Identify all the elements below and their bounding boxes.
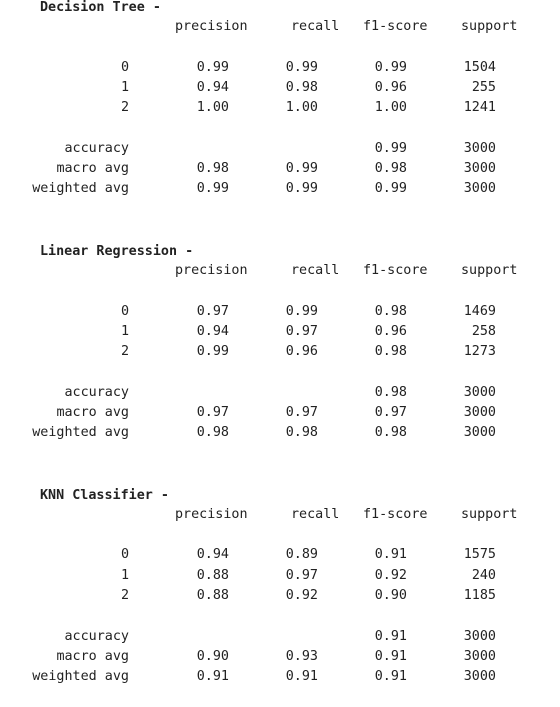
support-value: 3000 — [463, 629, 496, 644]
row-label: 1 — [120, 324, 129, 339]
support-value: 3000 — [463, 161, 496, 176]
precision-value: 0.94 — [196, 80, 229, 95]
report-title: Decision Tree - — [40, 0, 161, 15]
f1-value: 0.96 — [374, 80, 407, 95]
row-label: accuracy — [64, 629, 130, 644]
precision-value: 0.99 — [196, 344, 229, 359]
recall-value: 0.92 — [285, 588, 318, 603]
recall-value: 0.98 — [285, 80, 318, 95]
row-label: weighted avg — [32, 181, 129, 196]
recall-value: 0.99 — [285, 161, 318, 176]
precision-value: 0.90 — [196, 649, 229, 664]
f1-value: 0.98 — [374, 344, 407, 359]
support-value: 255 — [471, 80, 496, 95]
column-header-f1-score: f1-score — [363, 263, 428, 278]
recall-value: 0.99 — [285, 60, 318, 75]
f1-value: 0.99 — [374, 181, 407, 196]
precision-value: 1.00 — [196, 100, 229, 115]
precision-value: 0.94 — [196, 324, 229, 339]
f1-value: 0.99 — [374, 60, 407, 75]
support-value: 1575 — [463, 547, 496, 562]
precision-value: 0.88 — [196, 588, 229, 603]
precision-value: 0.91 — [196, 669, 229, 684]
row-label: 0 — [120, 60, 129, 75]
support-value: 3000 — [463, 669, 496, 684]
recall-value: 0.99 — [285, 304, 318, 319]
report-title: Linear Regression - — [40, 244, 194, 259]
f1-value: 0.91 — [374, 547, 407, 562]
column-header-support: support — [461, 263, 518, 278]
row-label: 0 — [120, 547, 129, 562]
precision-value: 0.94 — [196, 547, 229, 562]
support-value: 1504 — [463, 60, 496, 75]
f1-value: 0.90 — [374, 588, 407, 603]
row-label: 1 — [120, 80, 129, 95]
recall-value: 0.93 — [285, 649, 318, 664]
recall-value: 0.97 — [285, 405, 318, 420]
precision-value: 0.88 — [196, 568, 229, 583]
column-header-precision: precision — [175, 263, 248, 278]
row-label: accuracy — [64, 385, 130, 400]
recall-value: 0.89 — [285, 547, 318, 562]
support-value: 1185 — [463, 588, 496, 603]
row-label: 2 — [120, 344, 129, 359]
f1-value: 1.00 — [374, 100, 407, 115]
f1-value: 0.92 — [374, 568, 407, 583]
column-header-f1-score: f1-score — [363, 507, 428, 522]
column-header-recall: recall — [291, 19, 340, 34]
f1-value: 0.99 — [374, 141, 407, 156]
column-header-support: support — [461, 507, 518, 522]
precision-value: 0.98 — [196, 425, 229, 440]
precision-value: 0.99 — [196, 60, 229, 75]
f1-value: 0.91 — [374, 649, 407, 664]
f1-value: 0.98 — [374, 161, 407, 176]
precision-value: 0.97 — [196, 405, 229, 420]
support-value: 3000 — [463, 141, 496, 156]
row-label: accuracy — [64, 141, 130, 156]
support-value: 240 — [471, 568, 496, 583]
row-label: 1 — [120, 568, 129, 583]
recall-value: 1.00 — [285, 100, 318, 115]
column-header-precision: precision — [175, 19, 248, 34]
recall-value: 0.91 — [285, 669, 318, 684]
support-value: 1469 — [463, 304, 496, 319]
column-header-recall: recall — [291, 507, 340, 522]
f1-value: 0.98 — [374, 304, 407, 319]
recall-value: 0.97 — [285, 568, 318, 583]
support-value: 3000 — [463, 181, 496, 196]
support-value: 1241 — [463, 100, 496, 115]
recall-value: 0.96 — [285, 344, 318, 359]
support-value: 3000 — [463, 425, 496, 440]
support-value: 3000 — [463, 405, 496, 420]
column-header-recall: recall — [291, 263, 340, 278]
column-header-precision: precision — [175, 507, 248, 522]
report-title: KNN Classifier - — [40, 488, 169, 503]
recall-value: 0.99 — [285, 181, 318, 196]
support-value: 258 — [471, 324, 496, 339]
column-header-support: support — [461, 19, 518, 34]
f1-value: 0.91 — [374, 629, 407, 644]
f1-value: 0.91 — [374, 669, 407, 684]
f1-value: 0.98 — [374, 385, 407, 400]
f1-value: 0.96 — [374, 324, 407, 339]
precision-value: 0.99 — [196, 181, 229, 196]
f1-value: 0.97 — [374, 405, 407, 420]
row-label: weighted avg — [32, 425, 129, 440]
row-label: 2 — [120, 100, 129, 115]
row-label: macro avg — [56, 161, 129, 176]
f1-value: 0.98 — [374, 425, 407, 440]
support-value: 3000 — [463, 649, 496, 664]
precision-value: 0.97 — [196, 304, 229, 319]
support-value: 1273 — [463, 344, 496, 359]
row-label: macro avg — [56, 649, 129, 664]
recall-value: 0.98 — [285, 425, 318, 440]
support-value: 3000 — [463, 385, 496, 400]
recall-value: 0.97 — [285, 324, 318, 339]
row-label: weighted avg — [32, 669, 129, 684]
row-label: macro avg — [56, 405, 129, 420]
column-header-f1-score: f1-score — [363, 19, 428, 34]
row-label: 2 — [120, 588, 129, 603]
row-label: 0 — [120, 304, 129, 319]
precision-value: 0.98 — [196, 161, 229, 176]
